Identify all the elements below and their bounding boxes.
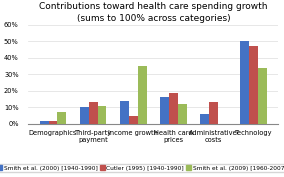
Bar: [178, 104, 187, 124]
Bar: [258, 68, 267, 124]
Bar: [209, 102, 218, 124]
Bar: [169, 93, 178, 124]
Bar: [57, 112, 66, 124]
Legend: Smith et al. (2000) [1940-1990], Cutler (1995) [1940-1990], Smith et al. (2009) : Smith et al. (2000) [1940-1990], Cutler …: [0, 164, 284, 172]
Bar: [249, 46, 258, 124]
Bar: [160, 98, 169, 124]
Bar: [129, 116, 138, 124]
Bar: [49, 121, 57, 124]
Bar: [241, 41, 249, 124]
Bar: [40, 121, 49, 124]
Bar: [89, 102, 98, 124]
Title: Contributions toward health care spending growth
(sums to 100% across categories: Contributions toward health care spendin…: [39, 2, 268, 23]
Bar: [120, 101, 129, 124]
Bar: [138, 66, 147, 124]
Bar: [80, 107, 89, 124]
Bar: [200, 114, 209, 124]
Bar: [98, 106, 106, 124]
